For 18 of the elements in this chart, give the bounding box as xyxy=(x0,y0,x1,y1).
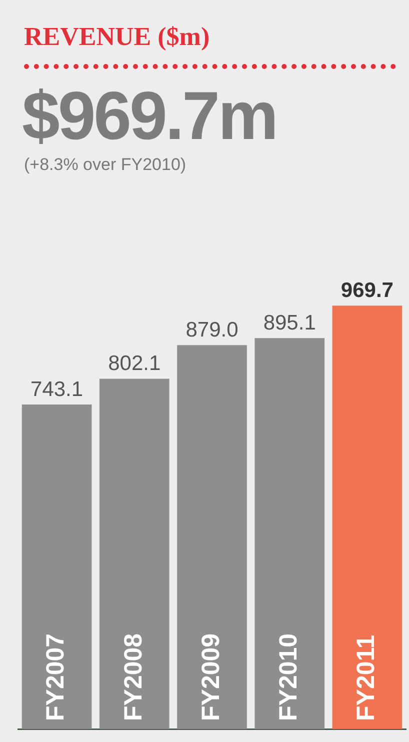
data-label: 895.1 xyxy=(263,311,316,334)
x-tick-label: FY2009 xyxy=(196,633,225,721)
data-label: 879.0 xyxy=(186,318,238,342)
data-label: 969.7 xyxy=(340,278,394,302)
bar xyxy=(332,306,402,729)
bar xyxy=(254,338,325,729)
data-label: 743.1 xyxy=(30,378,84,401)
chart-title: REVENUE ($m) xyxy=(24,22,210,52)
bar xyxy=(22,404,92,729)
bar xyxy=(99,378,170,729)
x-tick-label: FY2010 xyxy=(274,633,302,721)
bar xyxy=(177,345,247,729)
text: (+8.3% over FY2010) xyxy=(24,155,186,175)
chart-subtitle: $969.7m xyxy=(22,77,276,156)
x-tick-label: FY2008 xyxy=(119,633,148,721)
x-tick-label: FY2007 xyxy=(42,633,70,721)
x-tick-label: FY2011 xyxy=(352,634,380,721)
data-label: 802.1 xyxy=(108,352,161,376)
